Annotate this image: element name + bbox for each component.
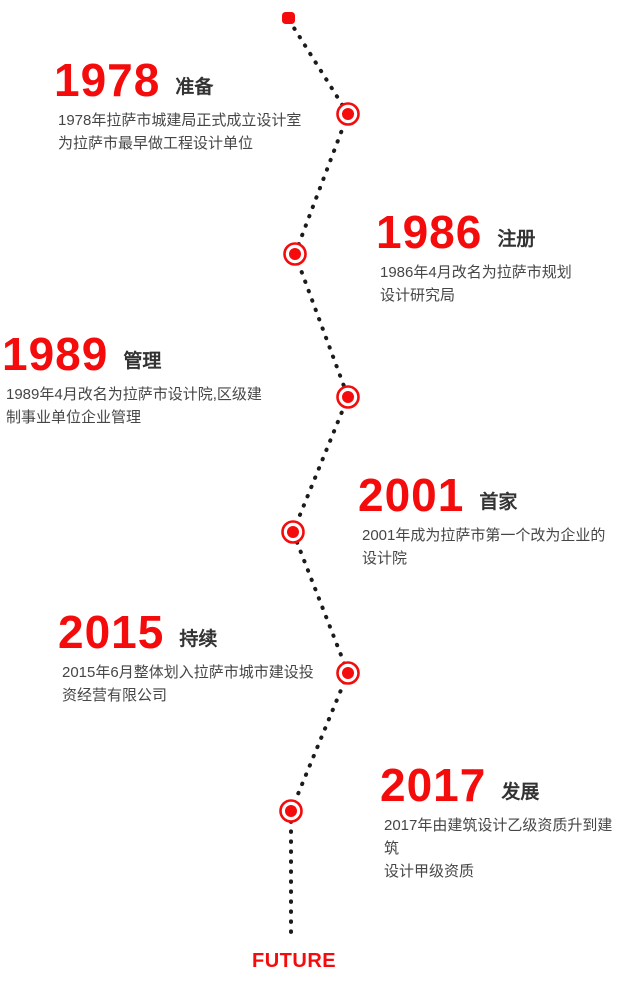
milestone-description: 1978年拉萨市城建局正式成立设计室 为拉萨市最早做工程设计单位 bbox=[54, 109, 301, 155]
description-line: 2001年成为拉萨市第一个改为企业的 bbox=[362, 527, 606, 544]
timeline-node-1989 bbox=[336, 385, 360, 409]
milestone-heading: 1989 管理 bbox=[2, 331, 262, 377]
milestone-1978: 1978 准备 1978年拉萨市城建局正式成立设计室 为拉萨市最早做工程设计单位 bbox=[54, 57, 301, 155]
description-line: 资经营有限公司 bbox=[62, 687, 168, 704]
milestone-year: 2017 bbox=[380, 759, 487, 811]
milestone-tag: 准备 bbox=[175, 77, 214, 98]
milestone-1989: 1989 管理 1989年4月改名为拉萨市设计院,区级建 制事业单位企业管理 bbox=[2, 331, 262, 429]
timeline-node-2017 bbox=[279, 799, 303, 823]
description-line: 1989年4月改名为拉萨市设计院,区级建 bbox=[6, 386, 262, 403]
milestone-heading: 2015 持续 bbox=[58, 609, 314, 655]
milestone-description: 1989年4月改名为拉萨市设计院,区级建 制事业单位企业管理 bbox=[2, 383, 262, 429]
description-line: 设计甲级资质 bbox=[384, 863, 475, 880]
milestone-year: 1989 bbox=[2, 328, 109, 380]
milestone-description: 2017年由建筑设计乙级资质升到建筑 设计甲级资质 bbox=[380, 814, 626, 883]
description-line: 设计院 bbox=[362, 550, 408, 567]
timeline-node-1986 bbox=[283, 242, 307, 266]
milestone-year: 2001 bbox=[358, 469, 465, 521]
description-line: 2015年6月整体划入拉萨市城市建设投 bbox=[62, 664, 314, 681]
description-line: 1986年4月改名为拉萨市规划 bbox=[380, 264, 572, 281]
timeline-dotted-path bbox=[287, 18, 351, 935]
timeline-start-marker bbox=[282, 12, 295, 24]
milestone-description: 2001年成为拉萨市第一个改为企业的 设计院 bbox=[358, 524, 605, 570]
timeline-node-2015 bbox=[336, 661, 360, 685]
timeline-node-2001 bbox=[281, 520, 305, 544]
milestone-tag: 管理 bbox=[123, 351, 162, 372]
description-line: 制事业单位企业管理 bbox=[6, 409, 142, 426]
milestone-heading: 1986 注册 bbox=[376, 209, 572, 255]
milestone-heading: 1978 准备 bbox=[54, 57, 301, 103]
milestone-heading: 2001 首家 bbox=[358, 472, 605, 518]
milestone-year: 1986 bbox=[376, 206, 483, 258]
milestone-2015: 2015 持续 2015年6月整体划入拉萨市城市建设投 资经营有限公司 bbox=[58, 609, 314, 707]
milestone-tag: 发展 bbox=[501, 782, 540, 803]
milestone-2001: 2001 首家 2001年成为拉萨市第一个改为企业的 设计院 bbox=[358, 472, 605, 570]
timeline-node-1978 bbox=[336, 102, 360, 126]
description-line: 2017年由建筑设计乙级资质升到建筑 bbox=[384, 817, 613, 857]
milestone-heading: 2017 发展 bbox=[380, 762, 626, 808]
milestone-tag: 首家 bbox=[479, 492, 518, 513]
description-line: 1978年拉萨市城建局正式成立设计室 bbox=[58, 112, 302, 129]
milestone-tag: 注册 bbox=[497, 229, 536, 250]
milestone-year: 2015 bbox=[58, 606, 165, 658]
milestone-description: 1986年4月改名为拉萨市规划 设计研究局 bbox=[376, 261, 572, 307]
milestone-tag: 持续 bbox=[179, 629, 218, 650]
milestone-description: 2015年6月整体划入拉萨市城市建设投 资经营有限公司 bbox=[58, 661, 314, 707]
milestone-2017: 2017 发展 2017年由建筑设计乙级资质升到建筑 设计甲级资质 bbox=[380, 762, 626, 883]
description-line: 设计研究局 bbox=[380, 287, 456, 304]
future-label: FUTURE bbox=[252, 950, 337, 972]
milestone-1986: 1986 注册 1986年4月改名为拉萨市规划 设计研究局 bbox=[376, 209, 572, 307]
description-line: 为拉萨市最早做工程设计单位 bbox=[58, 135, 254, 152]
milestone-year: 1978 bbox=[54, 54, 161, 106]
